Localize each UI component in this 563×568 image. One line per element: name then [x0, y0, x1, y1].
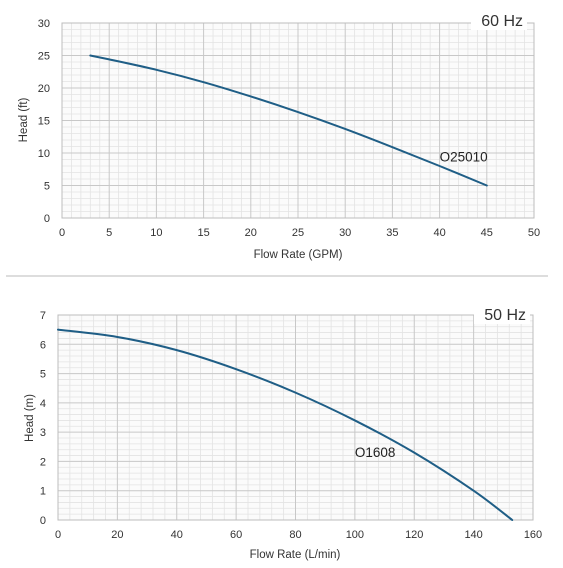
- chart-50hz-x-tick-label: 60: [230, 529, 242, 541]
- chart-60hz-y-tick-label: 0: [44, 213, 50, 225]
- chart-60hz-x-tick-label: 30: [339, 227, 351, 239]
- chart-50hz-y-tick-label: 4: [40, 398, 46, 410]
- chart-60hz-x-tick-label: 25: [292, 227, 304, 239]
- chart-60hz-plot-frame: [61, 22, 535, 219]
- chart-50hz-model-annotation: O1608: [355, 445, 396, 460]
- chart-50hz-x-tick-label: 140: [464, 529, 482, 541]
- chart-50hz-title: 50 Hz: [484, 307, 526, 324]
- chart-60hz-y-tick-label: 10: [38, 148, 50, 160]
- chart-60hz-y-tick-label: 25: [38, 51, 50, 63]
- chart-60hz-x-axis-label: Flow Rate (GPM): [254, 249, 343, 261]
- chart-50hz-x-tick-label: 100: [346, 529, 364, 541]
- chart-50hz-x-axis-label: Flow Rate (L/min): [250, 549, 341, 561]
- chart-50hz-plot-frame: [57, 314, 534, 521]
- chart-50hz-title-background: [474, 302, 530, 324]
- chart-60hz-y-tick-label: 30: [38, 18, 50, 30]
- chart-50hz-y-tick-label: 6: [40, 339, 46, 351]
- chart-60hz-y-tick-label: 5: [44, 181, 50, 193]
- chart-50hz-x-tick-label: 80: [289, 529, 301, 541]
- chart-60hz-pump-curve: [89, 54, 488, 187]
- chart-50hz-x-tick-label: 20: [111, 529, 123, 541]
- chart-50hz-x-tick-label: 160: [524, 529, 542, 541]
- chart-60hz-x-tick-label: 20: [245, 227, 257, 239]
- chart-60hz-y-tick-label: 15: [38, 116, 50, 128]
- chart-60hz-y-tick-label: 20: [38, 83, 50, 95]
- chart-50hz-y-tick-label: 5: [40, 369, 46, 381]
- chart-60hz-x-tick-label: 35: [386, 227, 398, 239]
- chart-50hz-y-axis-label: Head (m): [24, 394, 36, 442]
- chart-60hz-model-annotation: O25010: [440, 149, 488, 164]
- chart-60hz-x-tick-label: 40: [433, 227, 445, 239]
- chart-50hz-y-tick-label: 0: [40, 515, 46, 527]
- chart-60hz: 0 5 10 15 20 25 30 35 40 45 50 0 5 10 15 20 25 30 Flow R…: [18, 8, 540, 261]
- chart-60hz-x-tick-label: 5: [106, 227, 112, 239]
- chart-60hz-x-tick-label: 50: [528, 227, 540, 239]
- chart-50hz-y-tick-label: 7: [40, 310, 46, 322]
- chart-60hz-title: 60 Hz: [481, 13, 523, 30]
- chart-60hz-x-tick-label: 45: [481, 227, 493, 239]
- chart-60hz-x-tick-label: 15: [197, 227, 209, 239]
- chart-50hz: 0 20 40 60 80 100 120 140 160 0 1 2 3 4 5 6 7 Flow Rate…: [24, 302, 542, 561]
- chart-60hz-title-background: [471, 8, 527, 30]
- chart-60hz-x-tick-label: 0: [59, 227, 65, 239]
- chart-50hz-y-tick-label: 2: [40, 456, 46, 468]
- chart-50hz-x-tick-label: 120: [405, 529, 423, 541]
- chart-50hz-pump-curve: [57, 328, 514, 521]
- chart-50hz-x-tick-label: 0: [55, 529, 61, 541]
- chart-50hz-y-tick-label: 1: [40, 486, 46, 498]
- chart-50hz-x-tick-label: 40: [171, 529, 183, 541]
- chart-60hz-y-axis-label: Head (ft): [18, 97, 30, 142]
- chart-50hz-y-tick-label: 3: [40, 427, 46, 439]
- chart-60hz-x-tick-label: 10: [150, 227, 162, 239]
